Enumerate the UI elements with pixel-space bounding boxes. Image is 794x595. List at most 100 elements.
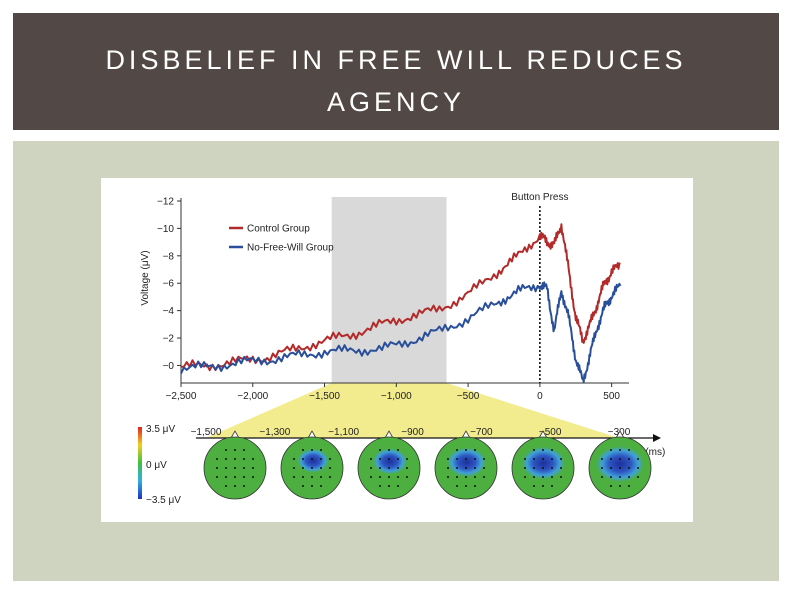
electrode-dot [524,467,526,469]
electrode-dot [302,476,304,478]
electrode-dot [311,476,313,478]
y-tick-label: −6 [163,279,175,290]
electrode-dot [551,476,553,478]
electrode-dot [379,485,381,487]
electrode-dot [619,458,621,460]
slide-title: DISBELIEF IN FREE WILL REDUCES AGENCY [13,39,779,123]
electrode-dot [320,485,322,487]
y-tick-label: −8 [163,251,175,262]
electrode-dot [447,467,449,469]
colorbar-min-label: −3.5 μV [146,495,181,506]
electrode-dot [551,467,553,469]
time-tick-label: −1,300 [259,427,290,438]
electrode-dot [542,476,544,478]
electrode-dot [311,458,313,460]
electrode-dot [551,485,553,487]
electrode-dot [628,467,630,469]
y-tick-label: −12 [157,197,174,208]
electrode-dot [601,467,603,469]
electrode-dot [311,467,313,469]
electrode-dot [234,485,236,487]
electrode-dot [637,458,639,460]
electrode-dot [447,476,449,478]
electrode-dot [302,458,304,460]
electrode-dot [456,449,458,451]
scalp-map [511,430,575,500]
y-tick-label: −0 [163,361,175,372]
title-bar: DISBELIEF IN FREE WILL REDUCES AGENCY [13,13,779,130]
x-tick-label: 500 [603,391,620,402]
x-tick-label: 0 [537,391,543,402]
colorbar-max-label: 3.5 μV [146,424,175,435]
electrode-dot [483,467,485,469]
colorbar-mid-label: 0 μV [146,460,167,471]
electrode-dot [474,467,476,469]
electrode-dot [293,476,295,478]
electrode-dot [533,449,535,451]
electrode-dot [551,449,553,451]
electrode-dot [533,485,535,487]
electrode-dot [542,449,544,451]
series-line-control-group [181,223,621,372]
legend-label: Control Group [247,224,310,235]
electrode-dot [388,467,390,469]
electrode-dot [456,476,458,478]
y-tick-label: −10 [157,224,174,235]
electrode-dot [320,476,322,478]
scalp-negativity-blob [372,448,408,475]
electrode-dot [225,485,227,487]
electrode-dot [465,449,467,451]
electrode-dot [456,485,458,487]
electrode-dot [524,476,526,478]
electrode-dot [379,467,381,469]
electrode-dot [533,476,535,478]
scalp-negativity-blob [297,448,329,473]
electrode-dot [628,449,630,451]
electrode-dot [533,467,535,469]
electrode-dot [406,467,408,469]
electrode-dot [225,458,227,460]
scalp-negativity-blob [447,447,487,477]
electrode-dot [560,476,562,478]
electrode-dot [465,458,467,460]
electrode-dot [456,458,458,460]
electrode-dot [533,458,535,460]
electrode-dot [243,476,245,478]
electrode-dot [252,458,254,460]
electrode-dot [320,449,322,451]
zoom-highlight-wedge [206,383,619,438]
electrode-dot [465,467,467,469]
electrode-dot [302,449,304,451]
electrode-dot [234,449,236,451]
electrode-dot [302,485,304,487]
slide-title-line-2: AGENCY [326,87,466,117]
electrode-dot [243,485,245,487]
time-tick-label: −900 [401,427,424,438]
electrode-dot [610,485,612,487]
electrode-dot [252,476,254,478]
electrode-dot [329,476,331,478]
electrode-dot [320,458,322,460]
erp-figure-svg: −12 −10 −8 −6 −4 −2 −0 −2,500 −2,000 −1,500 −1,000… [138,192,665,506]
electrode-dot [293,467,295,469]
electrode-dot [302,467,304,469]
electrode-dot [388,485,390,487]
time-tick-label: −500 [539,427,562,438]
electrode-dot [388,458,390,460]
electrode-dot [483,476,485,478]
electrode-dot [234,467,236,469]
electrode-dot [388,476,390,478]
electrode-dot [560,458,562,460]
electrode-dot [628,485,630,487]
electrode-dot [397,458,399,460]
colorbar-scale [138,427,142,499]
electrode-dot [637,467,639,469]
electrode-dot [619,485,621,487]
electrode-dot [252,467,254,469]
electrode-dot [243,458,245,460]
time-tick-label: −700 [470,427,493,438]
series-line-no-free-will-group [180,281,622,383]
electrode-dot [619,449,621,451]
electrode-dot [225,476,227,478]
electrode-dot [610,467,612,469]
